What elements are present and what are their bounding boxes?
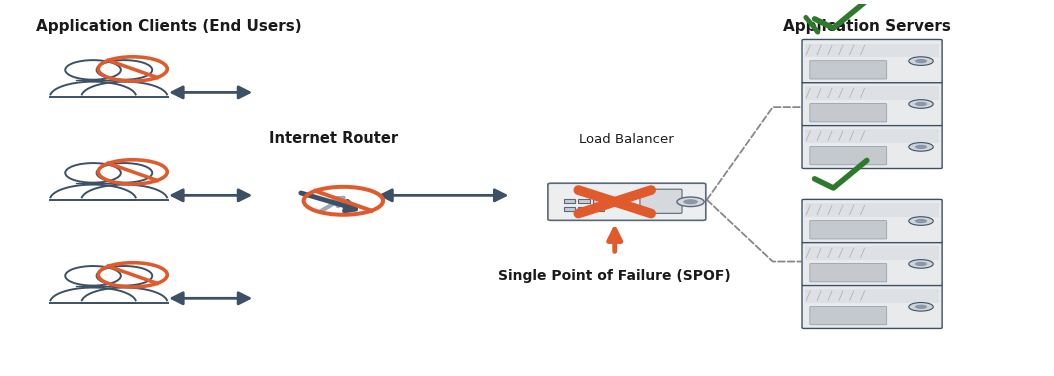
Circle shape (909, 100, 933, 108)
FancyBboxPatch shape (564, 207, 575, 211)
FancyBboxPatch shape (805, 246, 939, 260)
FancyBboxPatch shape (805, 86, 939, 100)
Text: Single Point of Failure (SPOF): Single Point of Failure (SPOF) (499, 269, 731, 283)
FancyBboxPatch shape (809, 104, 886, 122)
FancyBboxPatch shape (579, 207, 590, 211)
FancyBboxPatch shape (805, 289, 939, 303)
Circle shape (677, 197, 704, 206)
Circle shape (915, 305, 928, 309)
FancyBboxPatch shape (548, 183, 706, 220)
Circle shape (915, 262, 928, 266)
FancyBboxPatch shape (802, 199, 942, 243)
FancyBboxPatch shape (802, 82, 942, 126)
FancyBboxPatch shape (809, 61, 886, 79)
FancyBboxPatch shape (593, 207, 604, 211)
FancyBboxPatch shape (640, 189, 682, 213)
FancyBboxPatch shape (802, 242, 942, 285)
FancyBboxPatch shape (579, 199, 590, 203)
Circle shape (915, 102, 928, 106)
Circle shape (915, 219, 928, 223)
Text: Application Servers: Application Servers (783, 19, 951, 34)
FancyBboxPatch shape (809, 306, 886, 325)
FancyBboxPatch shape (805, 203, 939, 217)
FancyBboxPatch shape (805, 129, 939, 143)
Circle shape (909, 57, 933, 65)
Circle shape (915, 145, 928, 149)
FancyBboxPatch shape (809, 264, 886, 282)
FancyBboxPatch shape (593, 199, 604, 203)
FancyBboxPatch shape (805, 44, 939, 57)
FancyBboxPatch shape (809, 221, 886, 239)
FancyBboxPatch shape (809, 147, 886, 165)
Circle shape (909, 303, 933, 311)
Text: Load Balancer: Load Balancer (579, 133, 674, 146)
FancyBboxPatch shape (802, 285, 942, 329)
Circle shape (915, 59, 928, 63)
Text: Application Clients (End Users): Application Clients (End Users) (36, 19, 301, 34)
Circle shape (909, 217, 933, 225)
FancyBboxPatch shape (802, 125, 942, 168)
FancyBboxPatch shape (564, 199, 575, 203)
Circle shape (683, 199, 698, 205)
Circle shape (909, 259, 933, 268)
Circle shape (909, 143, 933, 151)
Text: Internet Router: Internet Router (269, 131, 398, 146)
FancyBboxPatch shape (802, 39, 942, 83)
